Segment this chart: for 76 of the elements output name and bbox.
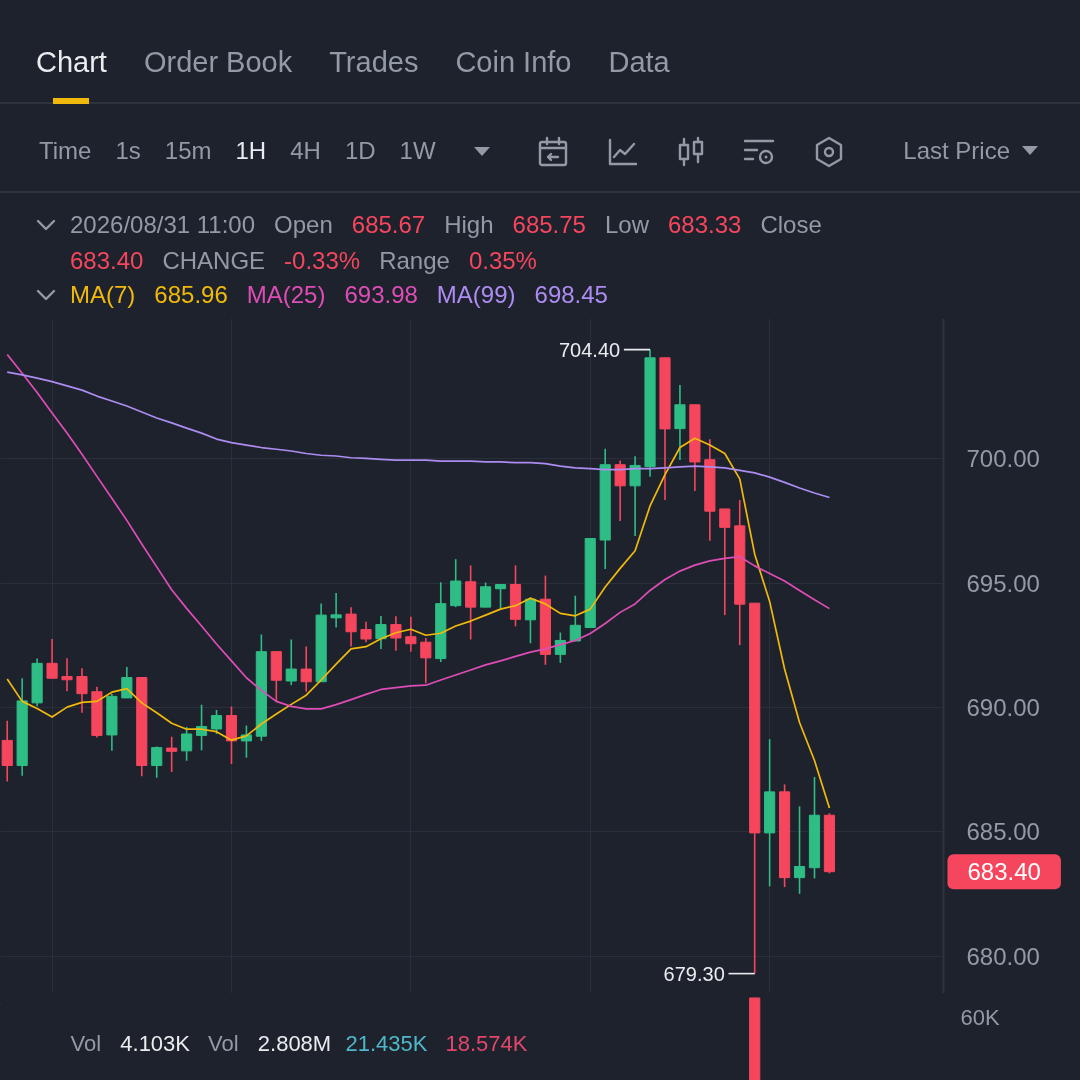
annotation: 679.30 <box>663 962 725 985</box>
y-tick-label: 695.00 <box>966 569 1040 597</box>
text: Coin Info <box>455 46 572 78</box>
candlestick <box>420 637 432 685</box>
text: 0.35% <box>468 247 537 276</box>
text: 683.33 <box>667 211 742 240</box>
candlestick <box>360 621 372 643</box>
text: 685.67 <box>351 211 426 240</box>
text: 693.98 <box>344 281 418 310</box>
annotation: 2.808M <box>257 1030 332 1056</box>
text: Range <box>379 247 450 276</box>
candlestick <box>614 459 626 522</box>
text: 2026/08/31 11:00 <box>70 211 256 240</box>
candlestick <box>330 592 342 629</box>
text: 698.45 <box>534 281 608 310</box>
line-series <box>6 371 831 499</box>
text: MA(99) <box>436 281 516 310</box>
text: MA(25) <box>246 281 326 310</box>
text: 60K <box>960 1005 1000 1031</box>
candlestick <box>166 735 178 773</box>
text: 4H <box>290 137 321 166</box>
y-tick-label: 690.00 <box>966 694 1040 722</box>
text: MA(7) <box>70 281 136 310</box>
text: 683.40 <box>967 858 1041 886</box>
candlestick <box>405 616 417 653</box>
candlestick <box>121 666 133 699</box>
text: 685.96 <box>154 281 228 310</box>
candlestick <box>719 508 731 616</box>
text: Order Book <box>143 46 293 78</box>
annotation: Vol <box>70 1030 102 1056</box>
y-tick-label: 685.00 <box>966 818 1040 846</box>
candlestick <box>524 596 537 644</box>
text: Trades <box>329 46 419 78</box>
candlestick <box>240 724 252 759</box>
text: 1W <box>399 137 436 166</box>
annotation: 21.435K <box>345 1030 428 1056</box>
text: Data <box>608 46 670 78</box>
text: Open <box>274 211 333 240</box>
annotation: 704.40 <box>558 338 621 361</box>
text: 683.40 <box>70 247 144 276</box>
text: High <box>444 211 494 240</box>
candlestick <box>210 709 223 735</box>
candlestick <box>375 615 387 650</box>
text: Chart <box>36 46 107 78</box>
text: Last Price <box>903 137 1010 166</box>
candlestick <box>285 638 297 687</box>
candlestick <box>674 384 686 461</box>
text: Low <box>604 211 649 240</box>
text: 1s <box>115 137 141 166</box>
annotation: 18.574K <box>445 1030 528 1056</box>
annotation: Vol <box>208 1030 239 1056</box>
text: 1D <box>344 137 376 166</box>
text: CHANGE <box>162 247 266 276</box>
candlestick <box>390 615 402 652</box>
candlestick <box>793 805 806 895</box>
candlestick <box>345 606 357 648</box>
candlestick <box>629 455 641 537</box>
text: -0.33% <box>284 247 361 276</box>
candlestick <box>151 745 163 779</box>
candlestick <box>480 581 492 608</box>
line-series <box>6 437 831 809</box>
candlestick <box>494 583 507 610</box>
candlestick <box>300 645 312 693</box>
y-tick-label: 680.00 <box>966 942 1040 970</box>
annotation: 4.103K <box>120 1030 191 1056</box>
text: 685.75 <box>512 211 586 240</box>
text: Time <box>39 137 92 166</box>
candlestick <box>76 667 88 714</box>
text: 15m <box>164 137 212 166</box>
y-tick-label: 700.00 <box>966 445 1040 473</box>
candlestick <box>61 657 73 692</box>
text: 1H <box>235 137 267 166</box>
candlestick <box>569 594 581 642</box>
candlestick <box>46 638 58 680</box>
text: Close <box>760 211 822 240</box>
candlestick <box>181 726 193 762</box>
